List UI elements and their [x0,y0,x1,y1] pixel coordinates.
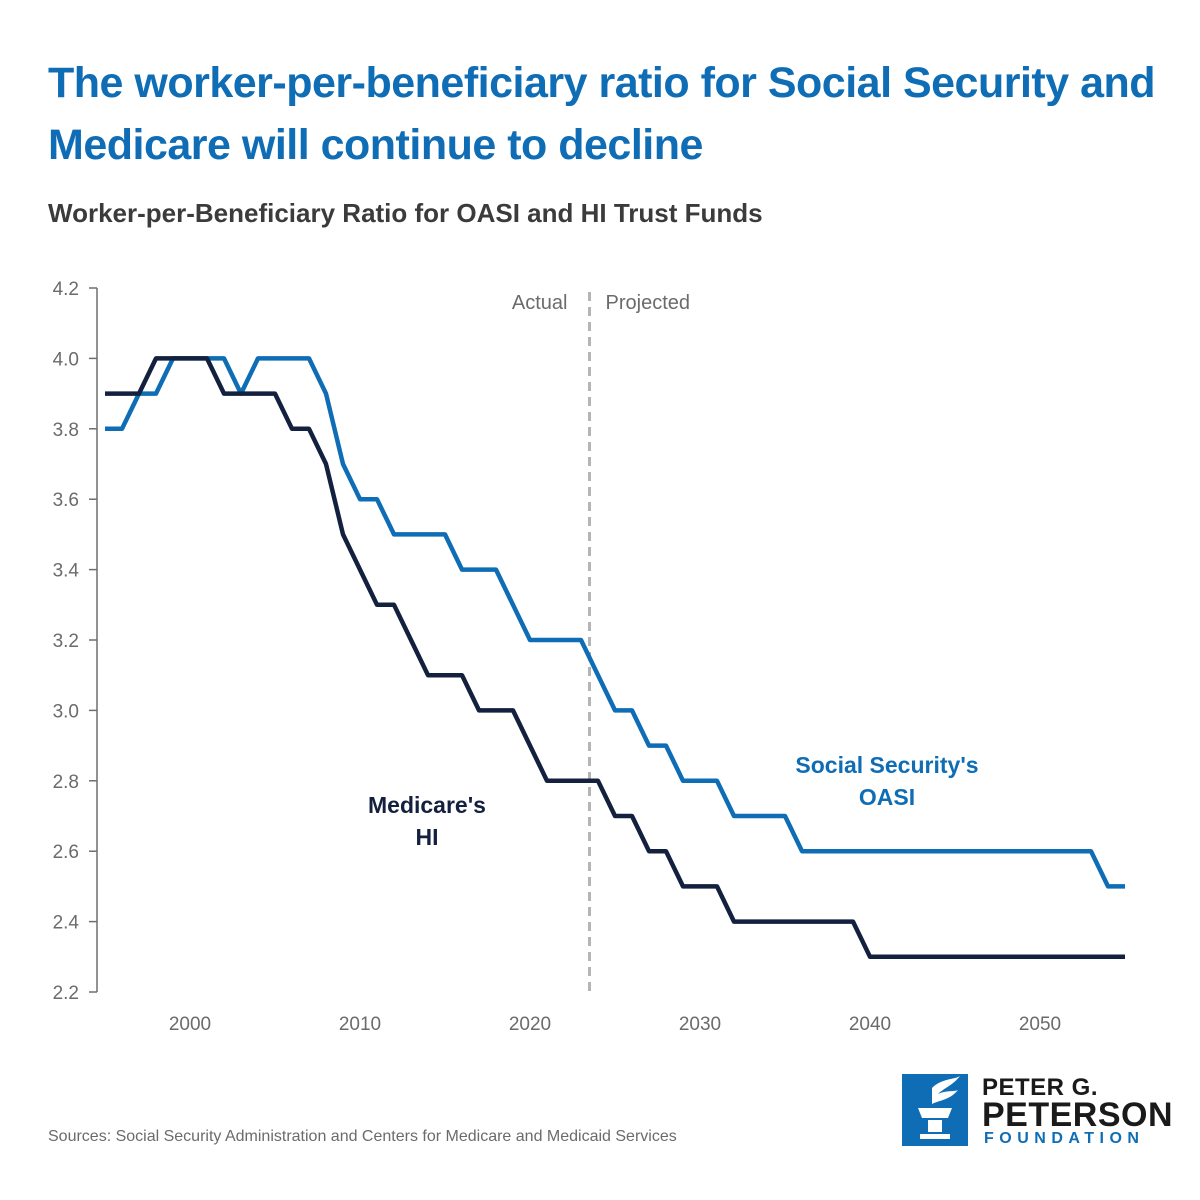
hi-series-label: Medicare's HI [368,792,486,850]
y-tick-label: 4.2 [53,279,79,300]
oasi-series-label: Social Security's OASI [795,752,978,810]
x-tick-label: 2040 [849,1014,891,1035]
line-chart: 2.22.42.62.83.03.23.43.63.84.04.2 2000 20… [53,279,1125,1035]
y-axis: 2.2 2.4 2.6 2.8 3.0 3.2 3.4 3.6 3.8 4.0 4.2 [53,279,98,1004]
hi-line [105,356,1125,960]
y-tick-label: 3.4 [53,561,80,582]
x-tick-label: 2050 [1019,1014,1061,1035]
series-lines [105,356,1125,960]
logo-text-line2: PETERSON [982,1096,1174,1134]
chart-subtitle: Worker-per-Beneficiary Ratio for OASI an… [48,198,763,228]
x-tick-label: 2020 [509,1014,551,1035]
source-note: Sources: Social Security Administration … [48,1128,677,1145]
x-tick-label: 2030 [679,1014,721,1035]
series-labels: Social Security's OASI Medicare's HI [368,752,979,850]
logo-text-line3: FOUNDATION [984,1130,1145,1147]
y-tick-label: 2.6 [53,842,79,863]
y-tick-label: 3.0 [53,701,79,722]
chart-title: The worker-per-beneficiary ratio for Soc… [48,59,1156,169]
oasi-series-label-line: Social Security's [795,752,978,778]
hi-series-label-line: Medicare's [368,792,486,818]
x-axis: 2000 2010 2020 2030 2040 2050 [169,1014,1061,1035]
projected-label: Projected [606,292,691,314]
peterson-foundation-logo: PETER G. PETERSON FOUNDATION [902,1074,1174,1148]
logo-text-line1: PETER G. [982,1074,1099,1101]
actual-projected-divider: Actual Projected [512,292,690,992]
x-tick-label: 2010 [339,1014,381,1035]
y-tick-label: 2.2 [53,983,79,1004]
hi-series-label-line: HI [416,824,439,850]
actual-label: Actual [512,292,568,314]
oasi-line [105,356,1125,889]
y-tick-label: 3.6 [53,490,79,511]
y-tick-label: 2.8 [53,772,79,793]
y-tick-label: 3.8 [53,420,79,441]
oasi-series-label-line: OASI [859,784,915,810]
y-tick-label: 4.0 [53,349,79,370]
y-tick-label: 3.2 [53,631,79,652]
torch-icon [902,1074,968,1146]
x-tick-label: 2000 [169,1014,211,1035]
y-tick-label: 2.4 [53,913,80,934]
